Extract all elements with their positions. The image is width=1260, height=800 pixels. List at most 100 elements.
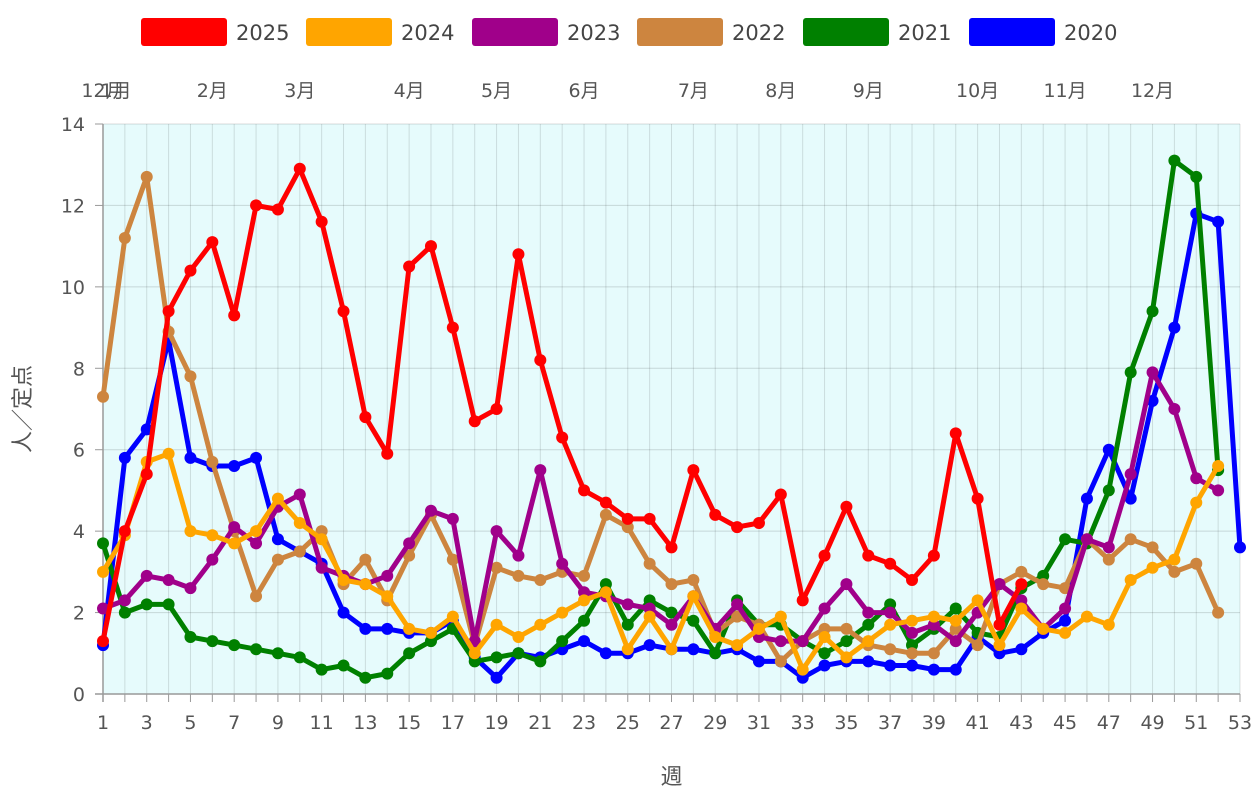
month-label: 12月: [1131, 80, 1174, 102]
data-point: [906, 574, 919, 586]
x-tick-label: 23: [572, 712, 596, 734]
data-point: [949, 663, 962, 676]
data-point: [971, 639, 984, 652]
x-tick-label: 53: [1228, 712, 1252, 734]
data-point: [578, 635, 591, 648]
data-point: [687, 590, 700, 603]
data-point: [818, 647, 831, 660]
x-tick-label: 31: [747, 712, 771, 734]
data-point: [578, 484, 591, 497]
data-point: [140, 170, 153, 183]
data-point: [1037, 622, 1050, 635]
legend-item-2020: 2020: [969, 18, 1117, 46]
data-point: [490, 671, 503, 684]
x-tick-label: 17: [441, 712, 465, 734]
data-point: [468, 647, 481, 660]
data-point: [250, 643, 263, 656]
data-point: [1168, 154, 1181, 167]
data-point: [206, 553, 219, 566]
data-point: [424, 504, 437, 517]
data-point: [271, 553, 284, 566]
y-tick-label: 12: [61, 195, 85, 217]
x-tick-label: 41: [966, 712, 990, 734]
data-point: [774, 610, 787, 623]
month-label: 11月: [1043, 80, 1086, 102]
data-point: [1146, 366, 1159, 379]
data-point: [512, 647, 525, 660]
month-label: 12月: [81, 80, 124, 102]
data-point: [578, 594, 591, 607]
month-label: 3月: [284, 80, 315, 102]
data-point: [665, 606, 678, 619]
month-label: 2月: [197, 80, 228, 102]
data-point: [862, 655, 875, 668]
data-point: [884, 618, 897, 631]
data-point: [271, 203, 284, 216]
data-point: [403, 549, 416, 562]
data-point: [184, 525, 197, 538]
data-point: [906, 626, 919, 639]
data-point: [206, 236, 219, 249]
data-point: [1212, 484, 1225, 497]
data-point: [337, 659, 350, 672]
data-point: [1168, 403, 1181, 415]
data-point: [1059, 614, 1072, 627]
data-point: [250, 590, 263, 603]
data-point: [250, 537, 263, 550]
legend-item-2025: 2025: [141, 18, 289, 46]
data-point: [643, 639, 656, 652]
data-point: [403, 622, 416, 635]
data-point: [118, 451, 131, 464]
data-point: [599, 496, 612, 509]
data-point: [906, 614, 919, 627]
series-line: [100, 174, 1221, 664]
data-point: [315, 561, 328, 574]
data-point: [403, 647, 416, 660]
data-point: [731, 521, 744, 534]
month-label: 8月: [765, 80, 796, 102]
data-point: [359, 671, 372, 684]
data-point: [118, 232, 131, 244]
data-point: [162, 598, 175, 611]
data-point: [1015, 565, 1028, 578]
data-point: [228, 460, 241, 472]
data-point: [446, 610, 459, 623]
data-point: [1124, 492, 1137, 505]
x-tick-label: 21: [528, 712, 552, 734]
data-point: [556, 557, 569, 570]
x-tick-label: 49: [1140, 712, 1164, 734]
data-point: [665, 541, 678, 554]
data-point: [621, 618, 634, 631]
data-point: [774, 488, 787, 501]
data-point: [381, 667, 394, 680]
data-point: [927, 549, 940, 562]
data-point: [162, 305, 175, 318]
data-point: [949, 635, 962, 648]
data-point: [184, 582, 197, 595]
legend-item-2024: 2024: [306, 18, 454, 46]
data-point: [796, 663, 809, 676]
data-point: [403, 537, 416, 550]
data-point: [1146, 561, 1159, 574]
data-point: [271, 533, 284, 546]
month-label: 4月: [394, 80, 425, 102]
data-point: [862, 635, 875, 648]
data-point: [512, 569, 525, 582]
data-point: [446, 512, 459, 525]
data-point: [381, 622, 394, 635]
legend-label: 2025: [236, 21, 289, 45]
month-label: 5月: [481, 80, 512, 102]
data-point: [118, 525, 131, 538]
data-point: [949, 602, 962, 615]
data-point: [512, 631, 525, 643]
x-tick-label: 29: [703, 712, 727, 734]
data-point: [228, 309, 241, 322]
data-point: [490, 618, 503, 631]
plot-background: [103, 124, 1240, 694]
data-point: [250, 451, 263, 464]
x-tick-label: 5: [184, 712, 196, 734]
data-point: [1080, 533, 1093, 546]
data-point: [1102, 541, 1115, 554]
data-point: [752, 517, 765, 529]
y-axis-title: 人／定点: [11, 365, 36, 453]
